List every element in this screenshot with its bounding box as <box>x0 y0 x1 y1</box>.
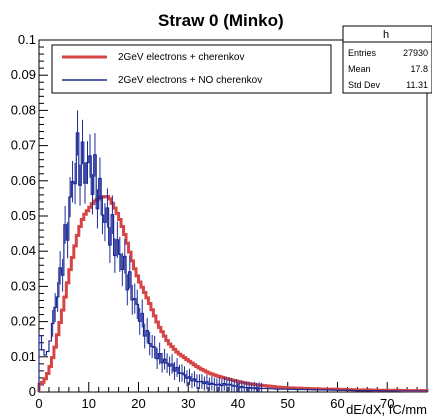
stats-value-mean: 17.8 <box>410 64 428 74</box>
y-tick-label: 0.03 <box>11 278 36 293</box>
x-tick-label: 0 <box>35 396 42 411</box>
y-tick-label: 0.07 <box>11 138 36 153</box>
y-tick-label: 0.01 <box>11 349 36 364</box>
histogram-line-no-cherenkov <box>38 132 428 392</box>
x-axis-title: dE/dX, fC/mm <box>346 402 427 417</box>
legend-label-cherenkov: 2GeV electrons + cherenkov <box>118 52 244 63</box>
x-tick-label: 50 <box>280 396 294 411</box>
legend-label-no-cherenkov: 2GeV electrons + NO cherenkov <box>118 75 262 86</box>
x-tick-label: 70 <box>380 396 394 411</box>
y-tick-label: 0.08 <box>11 102 36 117</box>
legend: 2GeV electrons + cherenkov 2GeV electron… <box>51 44 332 94</box>
stats-box: h Entries 27930 Mean 17.8 Std Dev 11.31 <box>342 25 432 94</box>
stats-box-title: h <box>383 29 389 41</box>
y-tick-label: 0.04 <box>11 243 36 258</box>
chart-title: Straw 0 (Minko) <box>158 11 284 30</box>
stats-label-mean: Mean <box>348 64 371 74</box>
stats-label-stddev: Std Dev <box>348 80 381 90</box>
y-tick-label: 0.06 <box>11 173 36 188</box>
y-tick-label: 0 <box>29 384 36 399</box>
stats-label-entries: Entries <box>348 48 377 58</box>
legend-box <box>51 44 332 94</box>
x-tick-label: 60 <box>330 396 344 411</box>
y-axis: 0 0.01 0.02 0.03 0.04 0.05 0.06 0.07 0.08 0.09 0.1 <box>11 32 48 399</box>
y-tick-label: 0.1 <box>18 32 36 47</box>
y-tick-label: 0.02 <box>11 314 36 329</box>
x-tick-label: 40 <box>231 396 245 411</box>
x-tick-label: 20 <box>131 396 145 411</box>
series-no-cherenkov <box>38 110 428 392</box>
stats-value-stddev: 11.31 <box>406 80 428 90</box>
y-tick-label: 0.05 <box>11 208 36 223</box>
x-tick-label: 10 <box>82 396 96 411</box>
x-tick-label: 30 <box>181 396 195 411</box>
series-layer <box>37 110 429 393</box>
y-tick-label: 0.09 <box>11 67 36 82</box>
stats-box-frame <box>342 25 432 94</box>
stats-value-entries: 27930 <box>403 48 428 58</box>
